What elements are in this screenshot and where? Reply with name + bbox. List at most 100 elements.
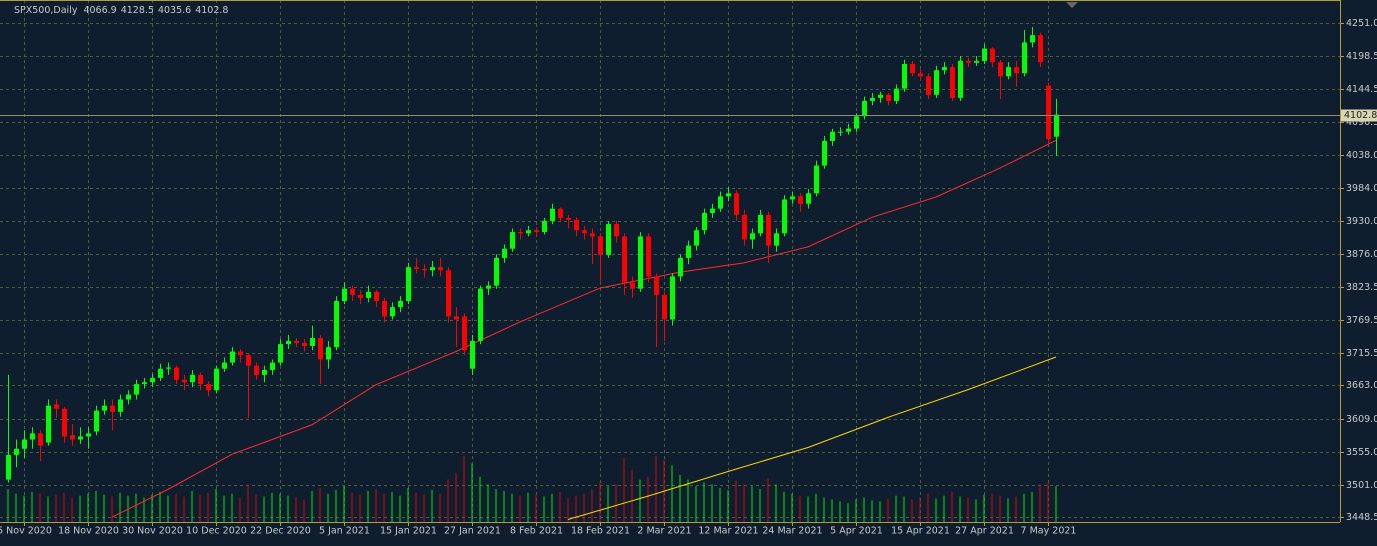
x-tick-label: 5 Jan 2021	[319, 526, 370, 537]
candle-body	[470, 341, 475, 369]
candle-body	[990, 48, 995, 63]
volume-bar	[943, 495, 945, 522]
candle-body	[246, 355, 251, 366]
candle-body	[190, 374, 195, 383]
candle-body	[526, 230, 531, 234]
volume-bar	[751, 486, 753, 522]
volume-bar	[807, 496, 809, 522]
volume-bar	[71, 497, 73, 522]
volume-bar	[399, 495, 401, 522]
candle-body	[958, 60, 963, 98]
candle-body	[454, 316, 459, 320]
candle-body	[854, 116, 859, 129]
candle-body	[558, 208, 563, 218]
candle-body	[846, 128, 851, 132]
volume-bar	[831, 499, 833, 522]
y-tick-label: 3501.0	[1346, 480, 1377, 491]
volume-bar	[919, 497, 921, 522]
volume-bar	[647, 476, 649, 522]
candle-body	[542, 220, 547, 233]
volume-bar	[639, 479, 641, 522]
volume-bar	[319, 488, 321, 522]
volume-bar	[479, 476, 481, 522]
volume-bar	[199, 494, 201, 522]
volume-bar	[879, 501, 881, 522]
volume-bar	[215, 489, 217, 522]
candle-body	[214, 368, 219, 391]
volume-bar	[903, 496, 905, 522]
candle-body	[686, 245, 691, 258]
close: 4102.8	[195, 5, 228, 16]
y-tick-label: 3715.5	[1346, 348, 1377, 359]
volume-bar	[87, 493, 89, 522]
candle-body	[822, 140, 827, 166]
plot	[0, 0, 1340, 522]
volume-bar	[847, 503, 849, 522]
candle-body	[734, 193, 739, 215]
candle-body	[678, 257, 683, 277]
candle-body	[478, 288, 483, 342]
volume-bar	[327, 493, 329, 522]
symbol: SPX500,Daily	[14, 5, 78, 16]
volume-bar	[103, 494, 105, 522]
volume-bar	[935, 498, 937, 522]
volume-bar	[15, 493, 17, 522]
candle-body	[726, 193, 731, 197]
volume-bar	[39, 493, 41, 522]
volume-bar	[95, 490, 97, 522]
volume-bar	[207, 492, 209, 522]
volume-bar	[55, 494, 57, 522]
candle-body	[702, 212, 707, 231]
volume-bar	[1023, 493, 1025, 522]
candle-body	[294, 341, 299, 343]
volume-bar	[599, 482, 601, 522]
volume-bar	[695, 486, 697, 522]
candle-body	[614, 224, 619, 237]
volume-bar	[31, 491, 33, 522]
y-tick-label: 3930.0	[1346, 216, 1377, 227]
volume-bar	[895, 495, 897, 522]
candle-body	[398, 301, 403, 308]
candle-body	[1046, 85, 1051, 140]
volume-bar	[1015, 496, 1017, 522]
x-tick-label: 27 Apr 2021	[955, 526, 1014, 537]
volume-bar	[303, 499, 305, 522]
volume-bar	[223, 495, 225, 522]
volume-bar	[975, 499, 977, 522]
volume-bar	[119, 492, 121, 522]
candle-body	[598, 236, 603, 255]
candle-body	[1006, 67, 1011, 77]
low: 4035.6	[158, 5, 191, 16]
volume-bar	[415, 492, 417, 522]
candle-body	[446, 270, 451, 317]
volume-bar	[447, 479, 449, 522]
volume-bar	[687, 479, 689, 522]
volume-bar	[271, 492, 273, 522]
x-tick-label: 15 Apr 2021	[891, 526, 950, 537]
candle-body	[1030, 35, 1035, 43]
volume-bar	[999, 495, 1001, 522]
candle-body	[582, 230, 587, 234]
candle-body	[502, 248, 507, 258]
volume-bar	[671, 465, 673, 522]
candle-body	[126, 394, 131, 400]
volume-bar	[63, 492, 65, 522]
volume-bar	[247, 484, 249, 522]
candle-body	[166, 367, 171, 369]
volume-bar	[623, 457, 625, 522]
candle-body	[790, 196, 795, 200]
candle-body	[422, 269, 427, 271]
candle-body	[270, 362, 275, 370]
x-tick-label: 24 Mar 2021	[762, 526, 822, 537]
candle-body	[830, 131, 835, 141]
volume-bar	[575, 495, 577, 522]
candle-body	[718, 196, 723, 209]
y-tick-label: 3984.0	[1346, 183, 1377, 194]
candle-body	[550, 208, 555, 221]
x-tick-label: 18 Feb 2021	[571, 526, 630, 537]
candle-body	[62, 408, 67, 437]
candle-body	[374, 291, 379, 302]
candle-body	[134, 384, 139, 395]
volume-bar	[583, 493, 585, 522]
